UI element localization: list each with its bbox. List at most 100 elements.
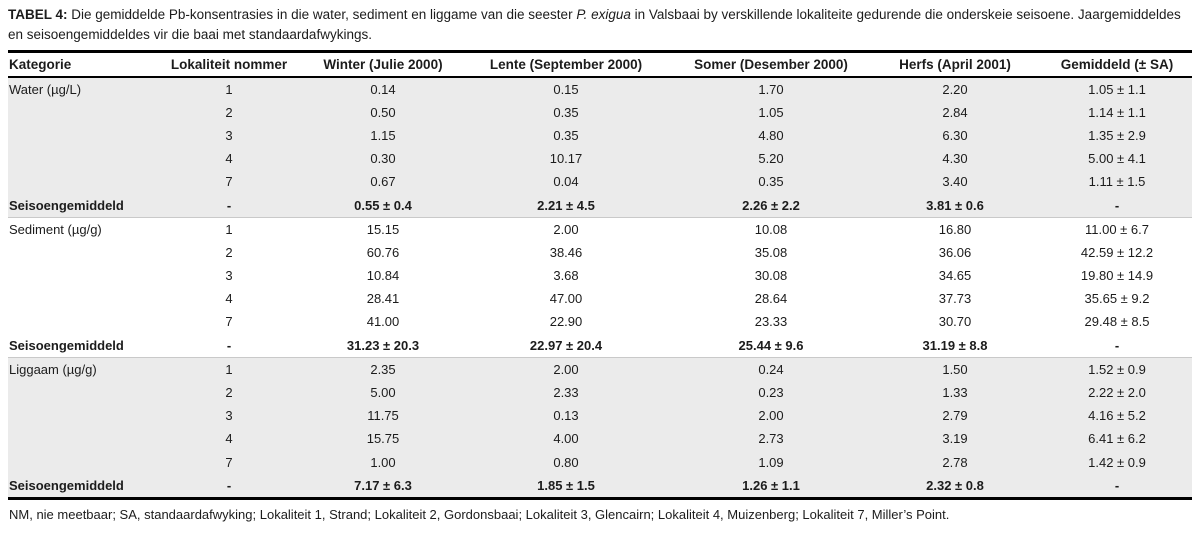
value-cell: 22.97 ± 20.4: [529, 337, 603, 353]
category-cell: [8, 101, 158, 124]
value-cell: 0.35: [758, 174, 784, 190]
table-row: 4 0.30 10.17 5.20 4.30 5.00 ± 4.1: [8, 147, 1192, 171]
table-body: Water (µg/L) 1 0.14 0.15 1.70 2.20 1.05 ± 1.1 2…: [8, 77, 1192, 499]
value-cell: 1.85 ± 1.5: [537, 477, 595, 493]
column-header-herfs: Herfs (April 2001): [899, 57, 1011, 72]
value-cell: 10.17: [549, 151, 583, 167]
table-row: 2 0.50 0.35 1.05 2.84 1.14 ± 1.1: [8, 101, 1192, 125]
table-row: 7 1.00 0.80 1.09 2.78 1.42 ± 0.9: [8, 451, 1192, 475]
value-cell: 2.33: [553, 385, 579, 401]
value-cell: 28.64: [754, 291, 788, 307]
category-cell: [8, 241, 158, 264]
category-cell: Seisoengemiddeld: [9, 197, 124, 213]
value-cell: 37.73: [938, 291, 972, 307]
value-cell: 0.23: [758, 385, 784, 401]
value-cell: 1.05 ± 1.1: [1088, 81, 1146, 97]
value-cell: 38.46: [549, 244, 583, 260]
value-cell: 1.14 ± 1.1: [1088, 104, 1146, 120]
value-cell: 6.41 ± 6.2: [1088, 431, 1146, 447]
value-cell: 60.76: [366, 244, 400, 260]
value-cell: 0.67: [370, 174, 396, 190]
value-cell: 19.80 ± 14.9: [1080, 268, 1154, 284]
value-cell: 1.52 ± 0.9: [1088, 361, 1146, 377]
value-cell: 0.24: [758, 361, 784, 377]
species-name: P. exigua: [576, 7, 631, 22]
category-cell: Sediment (µg/g): [9, 221, 102, 237]
value-cell: 10.84: [366, 268, 400, 284]
value-cell: 0.04: [553, 174, 579, 190]
value-cell: 2.22 ± 2.0: [1088, 385, 1146, 401]
value-cell: 0.80: [553, 454, 579, 470]
value-cell: 1.50: [942, 361, 968, 377]
value-cell: 16.80: [938, 221, 972, 237]
value-cell: 0.14: [370, 81, 396, 97]
value-cell: 2.26 ± 2.2: [742, 197, 800, 213]
category-cell: Liggaam (µg/g): [9, 361, 97, 377]
value-cell: 2.21 ± 4.5: [537, 197, 595, 213]
value-cell: 3: [225, 408, 233, 424]
value-cell: 0.55 ± 0.4: [354, 197, 412, 213]
table-row: Liggaam (µg/g) 1 2.35 2.00 0.24 1.50 1.52 ± 0.…: [8, 357, 1192, 382]
table-row: 2 60.76 38.46 35.08 36.06 42.59 ± 12.2: [8, 241, 1192, 264]
table-caption-text-before: Die gemiddelde Pb-konsentrasies in die w…: [71, 7, 573, 22]
table-row: 7 0.67 0.04 0.35 3.40 1.11 ± 1.5: [8, 170, 1192, 194]
value-cell: 15.15: [366, 221, 400, 237]
value-cell: 2.00: [758, 408, 784, 424]
table-caption: TABEL 4: Die gemiddelde Pb-konsentrasies…: [8, 5, 1184, 45]
value-cell: 1.33: [942, 385, 968, 401]
value-cell: 30.08: [754, 268, 788, 284]
value-cell: 35.08: [754, 244, 788, 260]
value-cell: 2.00: [553, 221, 579, 237]
column-header-somer: Somer (Desember 2000): [694, 57, 848, 72]
value-cell: -: [1114, 477, 1120, 493]
category-cell: [8, 451, 158, 474]
value-cell: 2.79: [942, 408, 968, 424]
value-cell: 47.00: [549, 291, 583, 307]
category-cell: [8, 288, 158, 311]
value-cell: 4.00: [553, 431, 579, 447]
value-cell: 3.68: [553, 268, 579, 284]
table-row: 3 1.15 0.35 4.80 6.30 1.35 ± 2.9: [8, 124, 1192, 148]
column-header-kategorie: Kategorie: [9, 57, 72, 72]
table-row: 7 41.00 22.90 23.33 30.70 29.48 ± 8.5: [8, 311, 1192, 334]
category-cell: Water (µg/L): [9, 81, 82, 97]
value-cell: 15.75: [366, 431, 400, 447]
value-cell: 5.00: [370, 385, 396, 401]
table-row: 4 28.41 47.00 28.64 37.73 35.65 ± 9.2: [8, 288, 1192, 311]
value-cell: 11.00 ± 6.7: [1085, 221, 1149, 237]
value-cell: 0.15: [553, 81, 579, 97]
season-mean-row: Seisoengemiddeld - 31.23 ± 20.3 22.97 ± 20.…: [8, 334, 1192, 358]
value-cell: 4: [225, 151, 233, 167]
value-cell: 1.42 ± 0.9: [1088, 454, 1146, 470]
table-caption-label: TABEL 4:: [8, 7, 68, 22]
value-cell: 5.20: [758, 151, 784, 167]
column-header-gemiddeld: Gemiddeld (± SA): [1060, 57, 1174, 72]
value-cell: 4.30: [942, 151, 968, 167]
value-cell: 3.81 ± 0.6: [926, 197, 984, 213]
value-cell: 30.70: [938, 314, 972, 330]
value-cell: 2: [225, 244, 233, 260]
category-cell: [8, 171, 158, 194]
value-cell: 4: [225, 291, 233, 307]
category-cell: [8, 124, 158, 147]
value-cell: 2.35: [370, 361, 396, 377]
value-cell: 25.44 ± 9.6: [738, 337, 804, 353]
value-cell: 2.73: [758, 431, 784, 447]
value-cell: 2.00: [553, 361, 579, 377]
value-cell: 4.16 ± 5.2: [1088, 408, 1146, 424]
value-cell: 2: [225, 385, 233, 401]
value-cell: 0.35: [553, 127, 579, 143]
value-cell: 11.75: [367, 408, 399, 424]
value-cell: 1: [225, 81, 233, 97]
value-cell: -: [226, 337, 232, 353]
value-cell: 22.90: [549, 314, 583, 330]
value-cell: 3.40: [942, 174, 968, 190]
value-cell: 3: [225, 268, 233, 284]
value-cell: 2.78: [942, 454, 968, 470]
value-cell: 1.00: [370, 454, 396, 470]
value-cell: 7: [225, 174, 233, 190]
column-header-winter: Winter (Julie 2000): [323, 57, 443, 72]
value-cell: 10.08: [754, 221, 788, 237]
value-cell: 5.00 ± 4.1: [1088, 151, 1146, 167]
season-mean-row: Seisoengemiddeld - 7.17 ± 6.3 1.85 ± 1.5 1.2…: [8, 474, 1192, 499]
